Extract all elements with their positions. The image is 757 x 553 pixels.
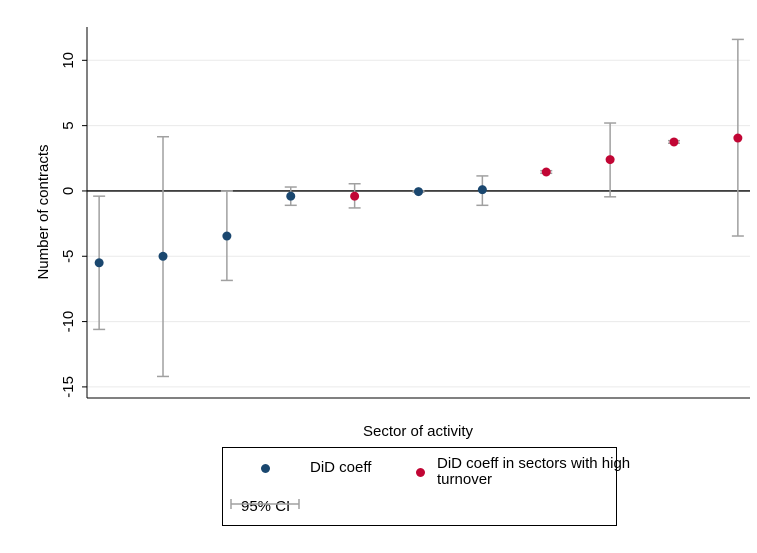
point <box>350 191 360 201</box>
legend-item: DiD coeff in sectors with high turnover <box>416 456 637 488</box>
x-axis-label: Sector of activity <box>363 423 474 440</box>
point <box>669 137 679 147</box>
legend-marker <box>261 463 270 473</box>
point <box>414 187 423 197</box>
legend-label: DiD coeff <box>310 459 372 476</box>
point <box>222 231 232 241</box>
legend-ci-marker <box>230 499 300 509</box>
y-tick-label: -10 <box>60 311 77 333</box>
point <box>286 191 296 201</box>
point <box>158 251 168 261</box>
point <box>605 155 615 165</box>
y-tick-label: 0 <box>60 187 77 195</box>
legend-label: 95% CI <box>241 498 291 515</box>
y-tick-label: 5 <box>60 121 77 129</box>
legend-item: DiD coeff <box>261 460 371 476</box>
legend-item: 95% CI <box>229 498 300 515</box>
legend: DiD coeff DiD coeff in sectors with high … <box>222 447 630 526</box>
y-tick-label: -5 <box>60 250 77 263</box>
point <box>733 133 743 143</box>
point <box>477 185 487 195</box>
y-tick-label: 10 <box>60 52 77 69</box>
legend-marker <box>416 467 425 477</box>
legend-label: DiD coeff in sectors with high turnover <box>437 455 631 488</box>
y-axis-label: Number of contracts <box>35 144 52 279</box>
y-tick-label: -15 <box>60 376 77 398</box>
point <box>94 258 104 268</box>
point <box>541 167 551 177</box>
